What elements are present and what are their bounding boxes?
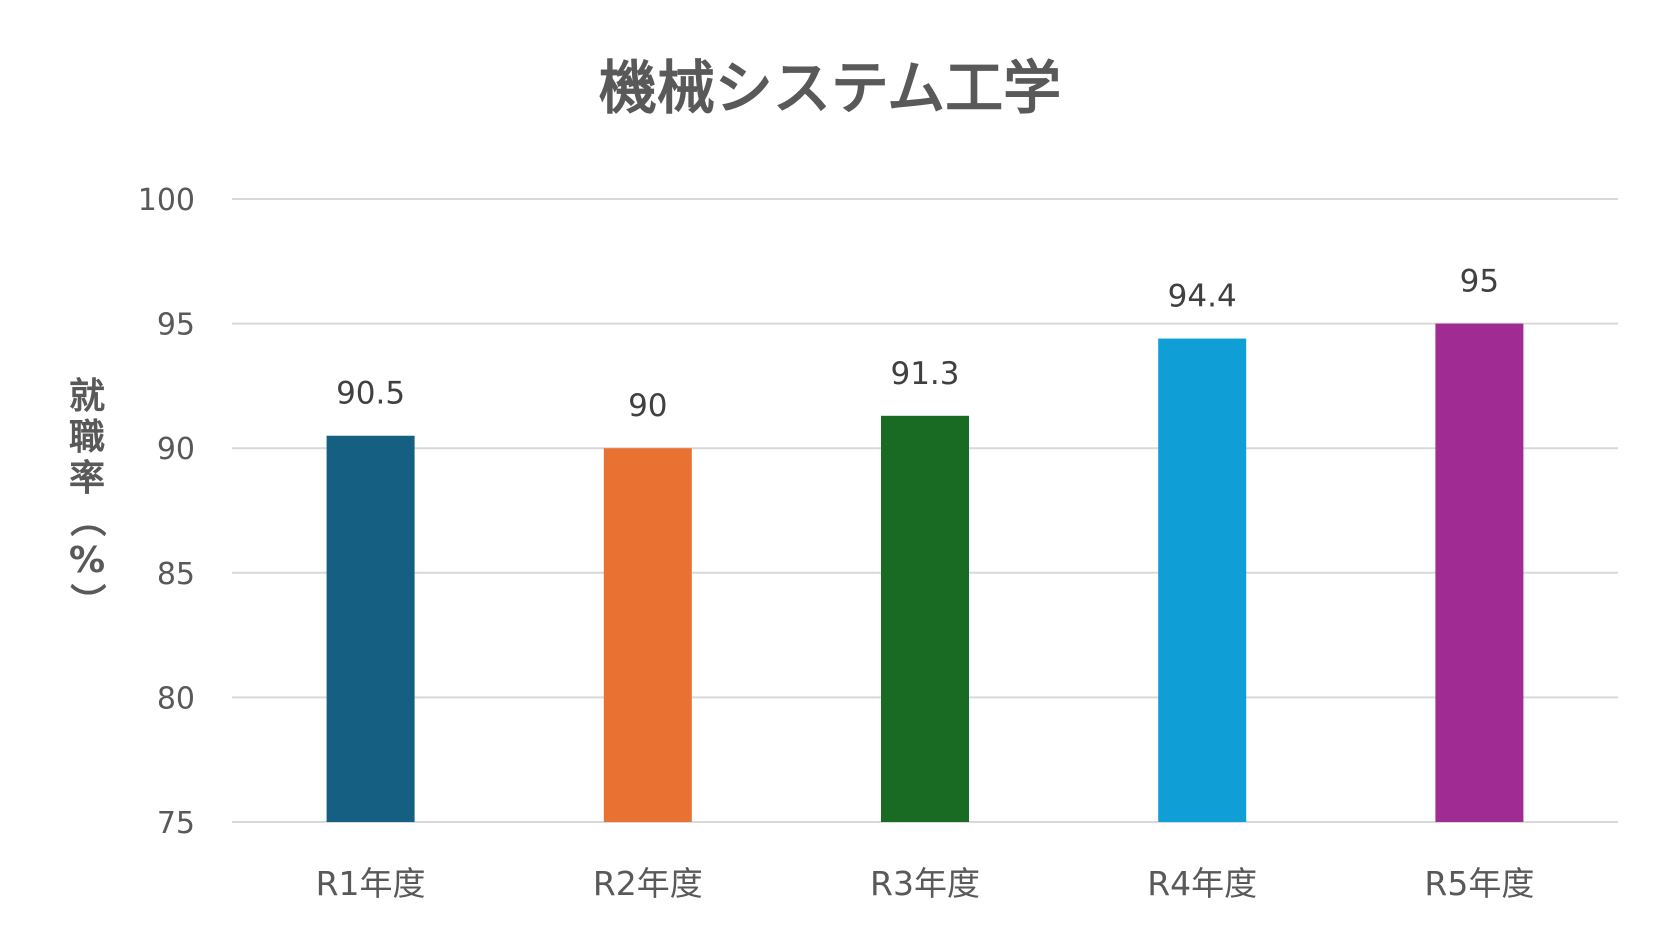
y-tick-label: 95 — [157, 308, 195, 343]
y-axis-title-char: % — [69, 540, 105, 581]
y-axis-title-char: 就 — [69, 376, 105, 417]
data-label: 95 — [1460, 264, 1499, 300]
x-category-label: R1年度 — [316, 864, 426, 903]
x-category-label: R5年度 — [1424, 864, 1534, 903]
y-tick-label: 75 — [157, 806, 195, 841]
data-label: 91.3 — [890, 356, 959, 392]
data-label: 90 — [628, 388, 667, 424]
y-tick-label: 100 — [138, 183, 195, 218]
y-axis-title-char: ） — [66, 583, 107, 619]
bar-R3年度 — [881, 415, 969, 822]
data-label: 94.4 — [1168, 279, 1237, 315]
bars — [326, 323, 1524, 822]
x-category-label: R3年度 — [870, 864, 980, 903]
y-axis-ticks: 75 80 85 90 95 100 — [138, 183, 195, 841]
y-axis-title-char: 職 — [69, 417, 105, 458]
y-axis-title-char: （ — [66, 501, 107, 537]
y-tick-label: 80 — [157, 681, 195, 716]
y-tick-label: 90 — [157, 432, 195, 467]
bar-R5年度 — [1435, 323, 1524, 822]
y-axis-title-char: 率 — [69, 458, 105, 499]
y-tick-label: 85 — [157, 557, 195, 592]
chart-title: 機械システム工学 — [599, 54, 1061, 122]
x-axis-categories: R1年度 R2年度 R3年度 R4年度 R5年度 — [316, 864, 1535, 903]
bar-R1年度 — [326, 435, 415, 822]
x-category-label: R2年度 — [593, 864, 703, 903]
data-label: 90.5 — [336, 376, 405, 412]
bar-R2年度 — [603, 448, 692, 822]
data-labels: 90.5 90 91.3 94.4 95 — [336, 264, 1499, 425]
y-axis-title: 就職率（%） — [66, 376, 107, 619]
x-category-label: R4年度 — [1147, 864, 1257, 903]
bar-R4年度 — [1158, 338, 1247, 822]
